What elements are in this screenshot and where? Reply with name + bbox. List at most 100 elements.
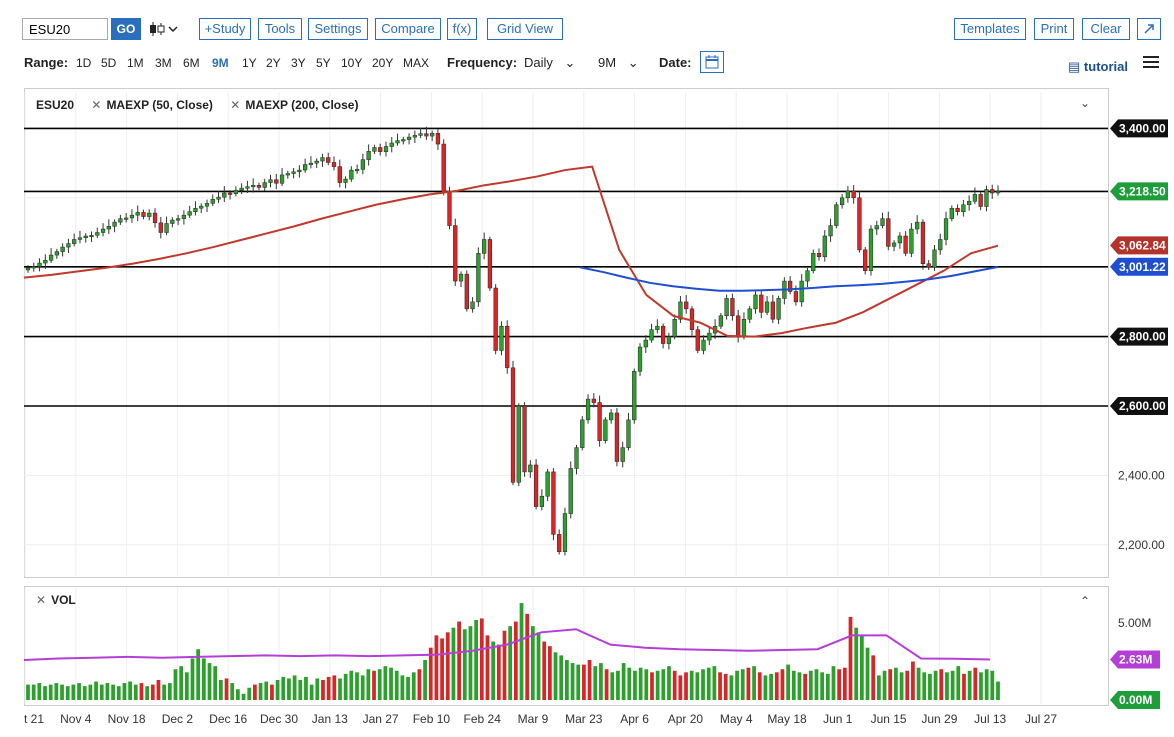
volume-bar: [769, 673, 773, 700]
volume-bar: [633, 670, 637, 700]
templates-button[interactable]: Templates: [954, 18, 1026, 40]
candle-body: [72, 239, 77, 244]
candle-body: [349, 169, 354, 180]
remove-ma50-icon[interactable]: ✕: [91, 98, 102, 112]
range-3y[interactable]: 3Y: [291, 56, 306, 70]
candle-body: [331, 162, 337, 167]
range-2y[interactable]: 2Y: [266, 56, 281, 70]
candle-body: [822, 235, 827, 258]
volume-bar: [576, 664, 581, 700]
volume-bar: [803, 673, 808, 700]
candle-body: [701, 339, 706, 351]
chart-type-selector[interactable]: [146, 18, 180, 40]
study-button[interactable]: +Study: [199, 18, 251, 40]
menu-icon[interactable]: [1143, 54, 1159, 68]
volume-bar: [207, 663, 212, 700]
range-1m[interactable]: 1M: [127, 56, 144, 70]
range-6m[interactable]: 6M: [183, 56, 200, 70]
candle-body: [118, 218, 123, 223]
y-tick-label: 2,200.00: [1118, 538, 1165, 552]
tutorial-link[interactable]: ▤ tutorial: [1068, 59, 1128, 75]
volume-bar: [740, 669, 745, 700]
candle-body: [955, 207, 960, 212]
candle-body: [31, 266, 36, 269]
symbol-input[interactable]: [22, 18, 108, 40]
candle-body: [430, 133, 435, 137]
candle-body: [938, 239, 943, 251]
volume-bar: [599, 663, 603, 700]
candle-body: [770, 301, 775, 320]
candle-body: [984, 189, 989, 207]
range-9m[interactable]: 9M: [212, 56, 229, 70]
collapse-volume-chevron-icon[interactable]: ⌃: [1080, 594, 1091, 608]
candle-body: [972, 194, 978, 202]
price-tag-label: 3,400.00: [1119, 121, 1166, 135]
volume-bar: [355, 672, 359, 700]
period-dropdown[interactable]: 9M ⌄: [598, 55, 639, 71]
legend-volume: VOL: [51, 593, 76, 607]
range-10y[interactable]: 10Y: [341, 56, 363, 70]
candle-body: [886, 218, 891, 247]
remove-ma200-icon[interactable]: ✕: [230, 98, 241, 112]
chevron-down-icon: [168, 26, 178, 33]
volume-bar: [133, 684, 138, 700]
compare-button[interactable]: Compare: [375, 18, 441, 40]
volume-bar: [513, 621, 518, 700]
legend-symbol: ESU20: [36, 98, 75, 112]
frequency-value: Daily: [524, 55, 553, 70]
go-button[interactable]: GO: [111, 18, 141, 40]
volume-bar: [820, 672, 825, 700]
candle-body: [297, 169, 302, 173]
x-tick-label: Apr 6: [620, 712, 649, 726]
candle-body: [175, 218, 181, 221]
price-tag-label: 2,600.00: [1119, 399, 1166, 413]
volume-bar: [400, 675, 405, 700]
candle-body: [308, 162, 314, 165]
clear-button[interactable]: Clear: [1082, 18, 1130, 40]
range-5d[interactable]: 5D: [101, 56, 117, 70]
expand-button[interactable]: [1137, 18, 1161, 40]
calendar-button[interactable]: [700, 51, 724, 73]
range-3m[interactable]: 3M: [155, 56, 172, 70]
volume-bar: [26, 684, 30, 700]
volume-bar: [298, 680, 303, 700]
volume-bar: [105, 683, 110, 700]
volume-bar: [956, 666, 961, 700]
candle-body: [424, 133, 429, 137]
volume-bar: [593, 666, 598, 700]
volume-bar: [468, 626, 473, 700]
candle-body: [753, 294, 758, 310]
settings-button[interactable]: Settings: [308, 18, 368, 40]
candle-body: [522, 405, 527, 473]
range-5y[interactable]: 5Y: [316, 56, 331, 70]
grid-view-button[interactable]: Grid View: [487, 18, 563, 40]
candle-body: [643, 339, 648, 348]
candle-body: [891, 242, 897, 247]
function-button[interactable]: f(x): [447, 18, 477, 40]
collapse-chevron-icon[interactable]: ⌄: [1080, 96, 1091, 110]
volume-bar: [621, 663, 626, 700]
print-button[interactable]: Print: [1034, 18, 1074, 40]
range-max[interactable]: MAX: [403, 56, 430, 70]
range-20y[interactable]: 20Y: [372, 56, 394, 70]
film-icon: ▤: [1068, 59, 1081, 74]
price-tag: 3,001.22: [1110, 257, 1168, 276]
frequency-dropdown[interactable]: Daily ⌄: [524, 55, 575, 71]
range-1y[interactable]: 1Y: [242, 56, 257, 70]
candle-body: [152, 212, 158, 224]
candle-body: [470, 301, 475, 310]
range-1d[interactable]: 1D: [76, 56, 92, 70]
volume-bar: [508, 626, 513, 700]
candle-body: [672, 319, 677, 337]
remove-volume-icon[interactable]: ✕: [36, 593, 47, 607]
tools-button[interactable]: Tools: [258, 18, 302, 40]
candle-body: [903, 235, 908, 254]
volume-bar: [218, 680, 223, 700]
volume-bar: [859, 635, 864, 700]
candle-body: [279, 174, 285, 184]
x-tick-label: Jan 27: [363, 712, 399, 726]
volume-bar: [496, 644, 501, 700]
volume-bar: [201, 658, 206, 700]
candle-body: [25, 267, 31, 271]
